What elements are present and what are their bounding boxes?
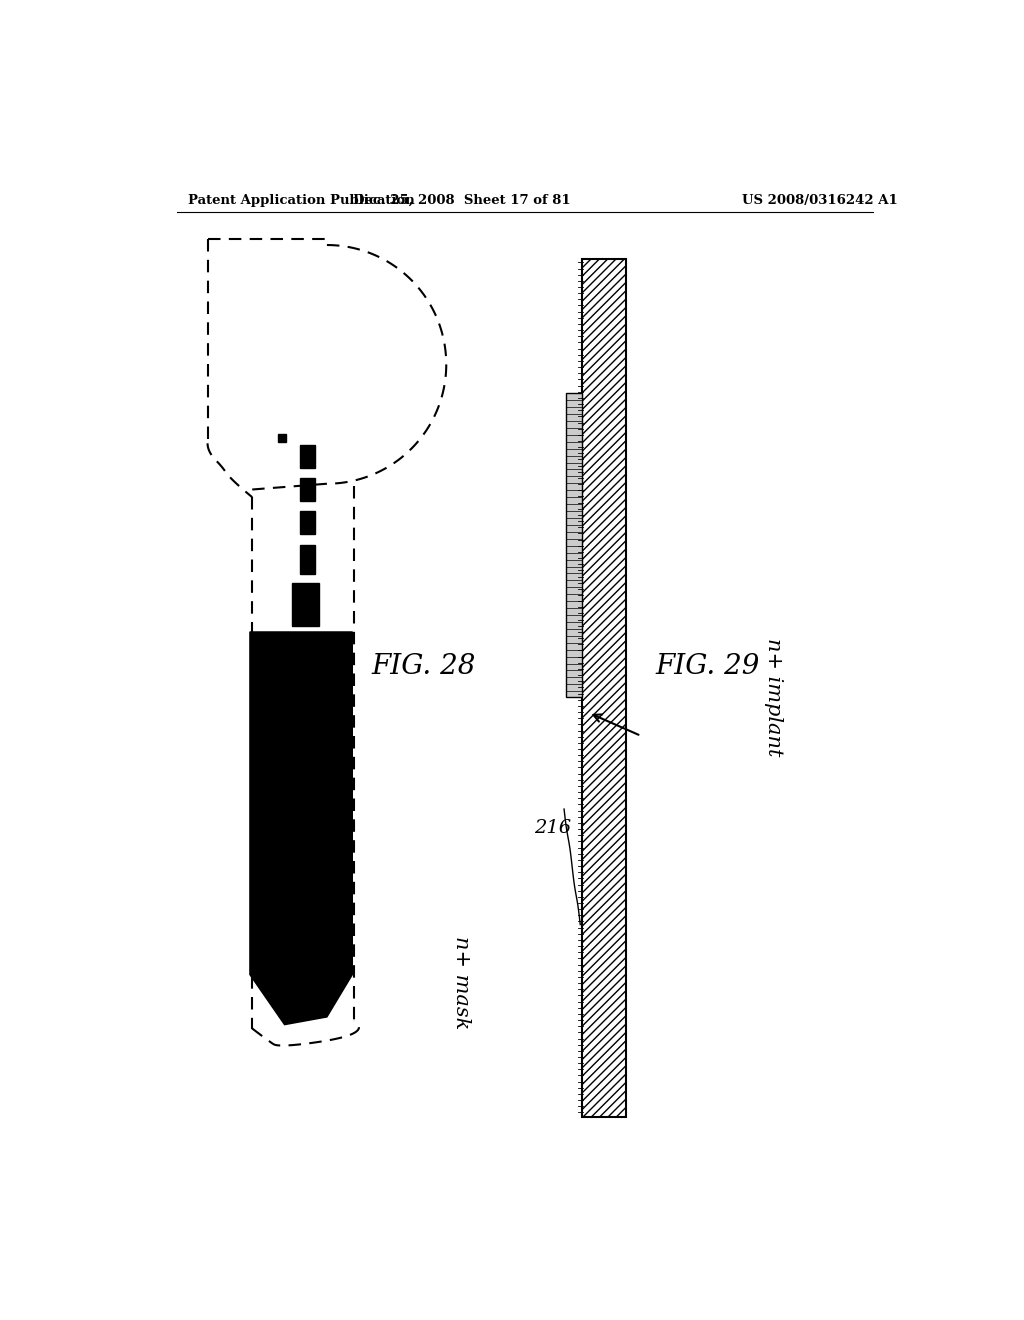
Polygon shape [250,632,352,1024]
Text: 216: 216 [534,820,571,837]
Bar [582,259,626,1117]
Text: FIG. 29: FIG. 29 [656,653,760,680]
Bar [565,393,582,697]
Polygon shape [300,511,315,535]
Text: n+ mask: n+ mask [453,936,471,1028]
Polygon shape [292,583,319,626]
Polygon shape [300,478,315,502]
Text: Patent Application Publication: Patent Application Publication [188,194,415,207]
Polygon shape [300,545,315,574]
Text: FIG. 28: FIG. 28 [371,653,475,680]
Text: Dec. 25, 2008  Sheet 17 of 81: Dec. 25, 2008 Sheet 17 of 81 [353,194,570,207]
Text: US 2008/0316242 A1: US 2008/0316242 A1 [741,194,898,207]
Polygon shape [279,434,286,442]
Text: n+ implant: n+ implant [764,638,783,756]
Polygon shape [300,445,315,469]
